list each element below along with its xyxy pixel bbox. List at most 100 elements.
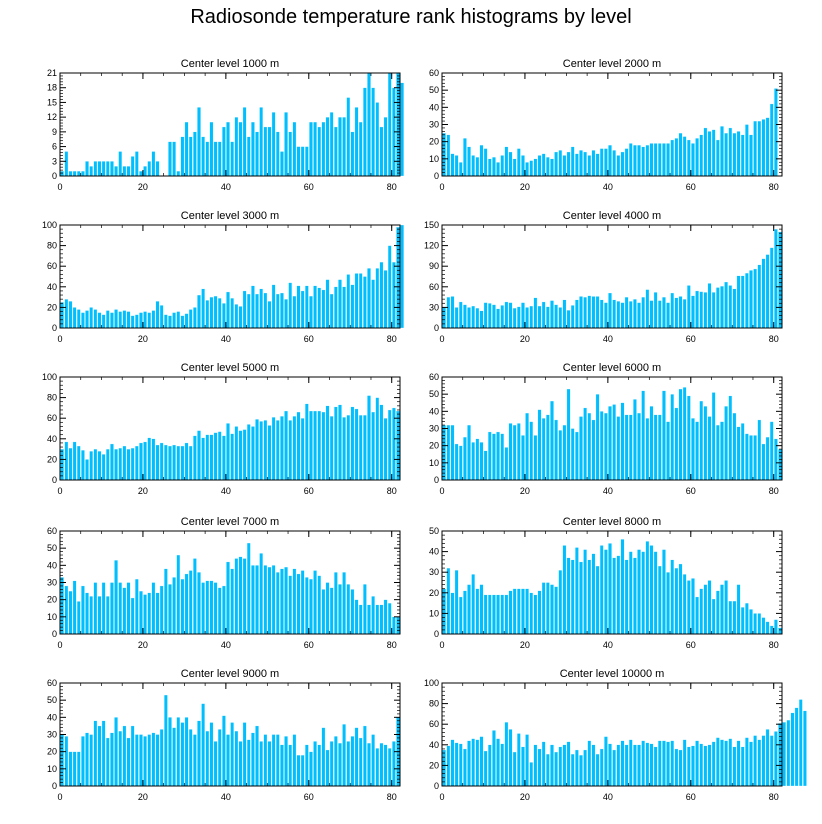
histogram-bar xyxy=(620,302,625,329)
histogram-bar xyxy=(379,404,384,481)
y-tick-label: 60 xyxy=(47,261,57,271)
histogram-bar xyxy=(612,557,616,635)
histogram-bar xyxy=(757,739,762,787)
histogram-bar xyxy=(757,613,762,635)
histogram-bar xyxy=(172,141,176,177)
y-tick-label: 20 xyxy=(429,441,439,451)
histogram-bar xyxy=(657,740,662,787)
histogram-bar xyxy=(193,131,197,177)
histogram-bar xyxy=(496,162,500,177)
histogram-bar xyxy=(724,132,728,177)
histogram-bar xyxy=(745,433,749,481)
histogram-bar xyxy=(487,431,492,481)
histogram-bar xyxy=(662,390,666,481)
histogram-bar xyxy=(105,596,110,635)
histogram-bar xyxy=(329,293,334,329)
histogram-bar xyxy=(396,616,400,635)
histogram-bar xyxy=(97,161,102,177)
y-tick-label: 100 xyxy=(424,678,439,688)
histogram-bar xyxy=(633,557,637,635)
histogram-bar xyxy=(147,734,152,787)
histogram-bar xyxy=(280,568,284,635)
histogram-bar xyxy=(238,741,243,787)
panel-title: Center level 8000 m xyxy=(563,516,661,528)
histogram-bar xyxy=(110,312,114,329)
plot-frame xyxy=(59,224,401,329)
histogram-bar xyxy=(176,170,181,177)
histogram-bar xyxy=(226,121,230,177)
histogram-bar xyxy=(604,148,608,177)
histogram-bar xyxy=(745,737,749,787)
y-tick-label: 50 xyxy=(429,526,439,536)
histogram-bar xyxy=(350,284,355,329)
histogram-bar xyxy=(653,414,658,481)
histogram-bar xyxy=(180,722,185,787)
histogram-bar xyxy=(724,580,728,635)
x-tick-label: 0 xyxy=(57,792,62,802)
x-tick-label: 40 xyxy=(603,640,613,650)
histogram-bar xyxy=(570,428,575,481)
histogram-bar xyxy=(516,733,521,787)
histogram-bar xyxy=(383,418,388,481)
histogram-bar xyxy=(164,568,168,635)
histogram-bar xyxy=(151,438,156,481)
histogram-bar xyxy=(172,312,176,329)
y-tick-label: 150 xyxy=(424,220,439,230)
histogram-bar xyxy=(604,549,608,635)
histogram-bar xyxy=(338,279,342,329)
histogram-bar xyxy=(604,412,608,481)
histogram-bar xyxy=(550,158,554,177)
histogram-bar xyxy=(151,732,156,787)
x-tick-label: 60 xyxy=(686,486,696,496)
histogram-bar xyxy=(226,291,230,329)
histogram-bar xyxy=(492,304,496,329)
panel-title: Center level 3000 m xyxy=(181,210,279,222)
histogram-bar xyxy=(209,121,214,177)
histogram-bar xyxy=(334,406,338,481)
histogram-bar xyxy=(732,132,737,177)
histogram-bar xyxy=(724,281,728,329)
x-tick-label: 80 xyxy=(387,640,397,650)
histogram-bar xyxy=(342,116,346,177)
histogram-bar xyxy=(761,119,766,177)
histogram-bar xyxy=(454,443,459,481)
histogram-bar xyxy=(105,737,110,787)
histogram-bar xyxy=(317,575,322,635)
histogram-bar xyxy=(304,285,309,329)
histogram-bar xyxy=(64,441,69,481)
histogram-bar xyxy=(471,442,476,481)
histogram-bar xyxy=(159,585,164,635)
histogram-bar xyxy=(313,121,317,177)
histogram-bar xyxy=(205,300,210,329)
histogram-bar xyxy=(508,151,513,177)
plot-frame xyxy=(441,530,783,635)
y-tick-label: 20 xyxy=(429,137,439,147)
histogram-bar xyxy=(450,153,455,177)
histogram-bar xyxy=(591,419,596,481)
histogram-bar xyxy=(184,442,189,481)
histogram-bar xyxy=(774,438,778,481)
histogram-bar xyxy=(641,296,646,329)
histogram-bar xyxy=(193,558,197,635)
histogram-bar xyxy=(471,305,476,329)
histogram-bar xyxy=(147,312,152,329)
histogram-bar xyxy=(537,748,542,787)
histogram-bar xyxy=(217,431,222,481)
histogram-bar xyxy=(450,739,455,787)
histogram-bar xyxy=(786,719,791,787)
histogram-bar xyxy=(209,434,214,481)
histogram-bar xyxy=(288,575,293,635)
histogram-bar xyxy=(666,421,670,481)
histogram-bar xyxy=(89,307,94,329)
histogram-bar xyxy=(529,305,534,329)
histogram-bar xyxy=(695,290,699,329)
histogram-bar xyxy=(765,621,770,635)
histogram-bar xyxy=(446,134,451,177)
histogram-bar xyxy=(761,258,766,329)
histogram-bar xyxy=(691,295,695,329)
histogram-bar xyxy=(587,412,592,481)
histogram-bar xyxy=(346,414,351,481)
histogram-bar xyxy=(686,285,691,329)
histogram-bar xyxy=(550,400,554,481)
histogram-bar xyxy=(508,423,513,481)
